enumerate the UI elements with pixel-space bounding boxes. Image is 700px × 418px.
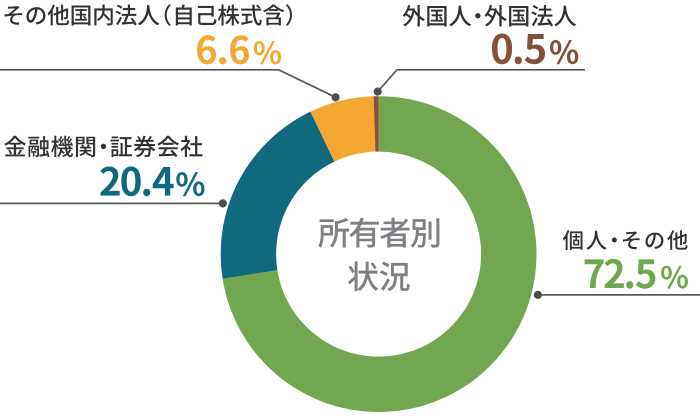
callout-financial-label <box>4 135 203 158</box>
donut-slice-foreigners-foreign-corporations <box>373 96 379 152</box>
donut-slice-individuals-other <box>222 96 537 412</box>
callout-individuals-unit <box>661 265 688 289</box>
callout-financial-value <box>100 166 174 197</box>
callout-other-domestic-value <box>197 35 250 65</box>
donut-center-label-line1 <box>318 217 440 248</box>
leader-dot-foreigners-foreign-corporations <box>373 87 382 96</box>
leader-line-other-domestic-corporations <box>0 68 336 99</box>
callout-individuals-value <box>584 258 656 289</box>
donut-slice-other-domestic-corporations <box>310 96 376 162</box>
callout-individuals-label <box>562 230 688 250</box>
callout-foreign-unit <box>549 40 579 65</box>
callout-financial-unit <box>176 172 205 197</box>
leader-dot-other-domestic-corporations <box>331 93 340 102</box>
donut-slices <box>220 96 537 412</box>
donut-center-label-line2 <box>347 261 410 292</box>
leader-dot-financial-institutions-securities <box>218 199 227 208</box>
callout-foreign-value <box>491 33 545 65</box>
callout-foreign-label <box>402 4 577 27</box>
donut-slice-financial-institutions-securities <box>220 111 335 279</box>
leader-lines <box>0 68 700 299</box>
leader-dot-individuals-other <box>533 290 543 299</box>
leader-line-foreigners-foreign-corporations <box>377 68 585 93</box>
callout-other-domestic-label <box>4 4 292 26</box>
callout-other-domestic-unit <box>253 41 282 65</box>
